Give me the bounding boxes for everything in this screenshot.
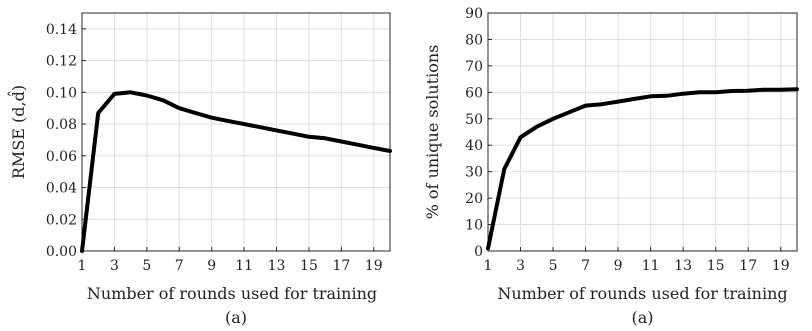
y-tick-label: 0.06 <box>46 149 77 165</box>
y-tick-label: 20 <box>465 191 483 207</box>
y-tick-label: 0.10 <box>46 85 77 101</box>
y-tick-label: 30 <box>465 165 483 181</box>
y-tick-label: 0.02 <box>46 212 77 228</box>
y-tick-label: 10 <box>465 218 483 234</box>
y-tick-label: 0.12 <box>46 54 77 70</box>
panel-caption: (a) <box>631 308 653 327</box>
x-axis-label: Number of rounds used for training <box>87 284 377 303</box>
panel-caption: (a) <box>225 308 247 327</box>
y-tick-label: 70 <box>465 59 483 75</box>
y-tick-label: 0.00 <box>46 244 77 260</box>
y-tick-label: 50 <box>465 112 483 128</box>
x-tick-label: 15 <box>300 258 318 274</box>
x-axis-label: Number of rounds used for training <box>497 284 787 303</box>
y-tick-label: 90 <box>465 6 483 22</box>
series-line <box>486 87 799 251</box>
x-tick-label: 3 <box>110 258 119 274</box>
x-tick-label: 5 <box>142 258 151 274</box>
chart-1: 1 3 5 7 9 11 13 15 17 190.000.020.040.060.080.100… <box>8 12 392 327</box>
x-tick-label: 19 <box>365 258 383 274</box>
plot-frame <box>487 12 798 252</box>
y-tick-label: 0.08 <box>46 117 77 133</box>
x-tick-label: 11 <box>642 258 660 274</box>
x-tick-label: 17 <box>739 258 757 274</box>
x-tick-label: 11 <box>235 258 253 274</box>
y-axis-label: RMSE (d,d̂) <box>8 85 28 179</box>
x-tick-label: 13 <box>674 258 692 274</box>
y-tick-label: 0.04 <box>46 181 77 197</box>
x-tick-label: 1 <box>484 258 493 274</box>
y-tick-label: 80 <box>465 32 483 48</box>
x-tick-label: 13 <box>268 258 286 274</box>
y-tick-label: 60 <box>465 85 483 101</box>
chart-2: 1 3 5 7 9 11 13 15 17 190102030405060708090Number… <box>423 6 799 327</box>
y-tick-label: 0.14 <box>46 22 77 38</box>
plot-frame <box>81 12 391 252</box>
x-tick-label: 17 <box>332 258 350 274</box>
x-tick-label: 1 <box>78 258 87 274</box>
series-line <box>80 90 392 253</box>
x-tick-label: 3 <box>516 258 525 274</box>
x-tick-label: 15 <box>707 258 725 274</box>
x-tick-label: 9 <box>207 258 216 274</box>
x-tick-label: 19 <box>772 258 790 274</box>
y-tick-label: 40 <box>465 138 483 154</box>
x-tick-label: 7 <box>175 258 184 274</box>
x-tick-label: 9 <box>614 258 623 274</box>
y-tick-label: 0 <box>474 244 483 260</box>
x-tick-label: 5 <box>549 258 558 274</box>
x-tick-label: 7 <box>581 258 590 274</box>
y-axis-label: % of unique solutions <box>423 45 442 220</box>
